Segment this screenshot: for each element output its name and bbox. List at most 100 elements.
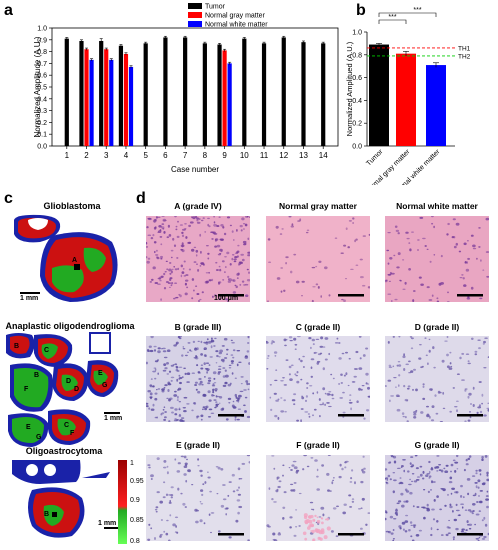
histology-scale-bar <box>457 533 483 536</box>
chart-a-xtick-label: 13 <box>299 151 308 160</box>
chart-b-bar <box>396 53 416 146</box>
chart-a-xtick-label: 7 <box>183 151 188 160</box>
chart-b-bar <box>369 44 389 146</box>
chart-b-xtick-label: Tumor <box>365 148 385 168</box>
ana-label-d2: D <box>74 386 79 393</box>
chart-a-bar <box>217 44 222 146</box>
chart-a-xtick-label: 1 <box>65 151 70 160</box>
chart-b-xtick-label: Normal white matter <box>392 148 442 185</box>
oligoastrocytoma-map: B <box>12 460 110 538</box>
hist-title-a: A (grade IV) <box>174 201 222 211</box>
chart-a-ytick-label: 0.7 <box>37 61 47 68</box>
chart-a-ytick-label: 0.2 <box>37 120 47 127</box>
colorbar-tick-09: 0.9 <box>130 497 140 504</box>
chart-a-frame <box>51 27 339 147</box>
histology-scale-bar <box>338 414 364 417</box>
chart-a-bar <box>242 38 247 147</box>
chart-a-ytick-label: 0.1 <box>37 132 47 139</box>
glioblastoma-map: A <box>14 214 118 302</box>
chart-b-ytick-label: 0.2 <box>352 121 362 128</box>
histology-scale-bar <box>457 294 483 297</box>
chart-b-threshold-label: TH2 <box>458 53 471 60</box>
chart-a-bar <box>109 59 114 146</box>
histology-image-gray-matter <box>266 216 370 302</box>
chart-b-sig-bracket <box>378 12 437 17</box>
chart-a-xtick-label: 6 <box>163 151 168 160</box>
histology-scale-bar <box>457 414 483 417</box>
panel-label-d: d <box>136 190 146 207</box>
glio-scale-bar <box>20 292 40 294</box>
oligoastrocytoma-title: Oligoastrocytoma <box>25 446 103 456</box>
chart-a-ytick-label: 0.4 <box>37 96 47 103</box>
anaplastic-title: Anaplastic oligodendroglioma <box>5 321 135 331</box>
amplitude-colorbar: 1 0.95 0.9 0.85 0.8 <box>118 460 144 545</box>
hist-title-b: B (grade III) <box>174 322 222 332</box>
hist-title-e: E (grade II) <box>176 440 220 450</box>
chart-a-legend-swatch <box>188 3 202 9</box>
chart-a-xtick-label: 3 <box>104 151 109 160</box>
histology-image-b <box>146 336 250 422</box>
chart-a-ytick-label: 0.0 <box>37 144 47 151</box>
ana-label-b1: B <box>14 343 19 350</box>
colorbar-tick-08: 0.8 <box>130 538 140 545</box>
ana-label-g2: G <box>36 434 42 441</box>
chart-a-ytick-label: 0.9 <box>37 37 47 44</box>
histology-scale-bar <box>338 294 364 297</box>
chart-a-ytick-label: 0.3 <box>37 108 47 115</box>
chart-a-bar <box>79 40 84 147</box>
chart-b-ytick-label: 1.0 <box>352 30 362 37</box>
chart-b-ytick-label: 0.6 <box>352 75 362 82</box>
chart-b-sig-label: *** <box>388 14 396 21</box>
chart-a-ytick-label: 1.0 <box>37 26 47 33</box>
oligo-scale-bar <box>104 527 120 529</box>
ana-label-e1: E <box>98 370 103 377</box>
chart-a-bar <box>261 43 267 147</box>
chart-a-bar <box>123 53 129 146</box>
colorbar-tick-1: 1 <box>130 460 134 467</box>
hist-title-white: Normal white matter <box>396 201 478 211</box>
histology-scale-bar <box>338 533 364 536</box>
hist-title-gray: Normal gray matter <box>279 201 357 211</box>
histology-image-f <box>266 455 370 541</box>
histology-scale-bar <box>218 533 244 536</box>
chart-a-bar <box>64 38 69 147</box>
anaplastic-map: C B D E F G D C E G F B <box>6 332 119 447</box>
chart-a-bar <box>99 40 104 147</box>
histology-image-e <box>146 455 250 541</box>
colorbar-tick-095: 0.95 <box>130 478 144 485</box>
histology-image-d <box>385 336 489 422</box>
chart-b-bar <box>426 65 446 146</box>
histology-scale-bar <box>218 414 244 417</box>
chart-a-xtick-label: 2 <box>84 151 89 160</box>
histology-image-a <box>146 216 250 302</box>
panel-label-c: c <box>4 190 13 207</box>
hist-title-c: C (grade II) <box>295 322 341 332</box>
chart-b-sig-bracket <box>378 19 407 24</box>
chart-a-ytick-label: 0.8 <box>37 49 47 56</box>
histology-image-white-matter <box>385 216 489 302</box>
ana-label-e2: E <box>26 424 31 431</box>
chart-a-xtick-label: 10 <box>240 151 249 160</box>
ana-scale-label: 1 mm <box>104 415 123 422</box>
chart-a-legend-swatch <box>188 21 202 27</box>
chart-a-bar <box>321 43 326 147</box>
chart-b-sig-label: *** <box>413 7 421 14</box>
chart-a-ytick-label: 0.6 <box>37 73 47 80</box>
oligo-label-b: B <box>44 511 49 518</box>
chart-a-legend-label: Normal gray matter <box>205 13 266 20</box>
panel-label-b: b <box>356 2 366 19</box>
ana-label-c2: C <box>64 422 69 429</box>
case-amplitude-bar-chart: 0.00.10.20.30.40.50.60.70.80.91.01 2 3 4 5 6 7… <box>33 3 339 174</box>
colorbar-tick-085: 0.85 <box>130 517 144 524</box>
oligo-scale-label: 1 mm <box>98 520 117 527</box>
histology-scale-bar <box>218 294 244 297</box>
chart-a-bar <box>202 43 207 147</box>
chart-a-xtick-label: 14 <box>319 151 328 160</box>
ana-label-g1: G <box>102 382 108 389</box>
chart-a-bar <box>183 37 188 146</box>
chart-a-xtick-label: 4 <box>124 151 129 160</box>
hist-title-g: G (grade II) <box>414 440 460 450</box>
chart-b-ytick-label: 0.8 <box>352 52 362 59</box>
ana-label-d1: D <box>66 378 71 385</box>
hist-scale-label: 100 μm <box>214 295 239 302</box>
